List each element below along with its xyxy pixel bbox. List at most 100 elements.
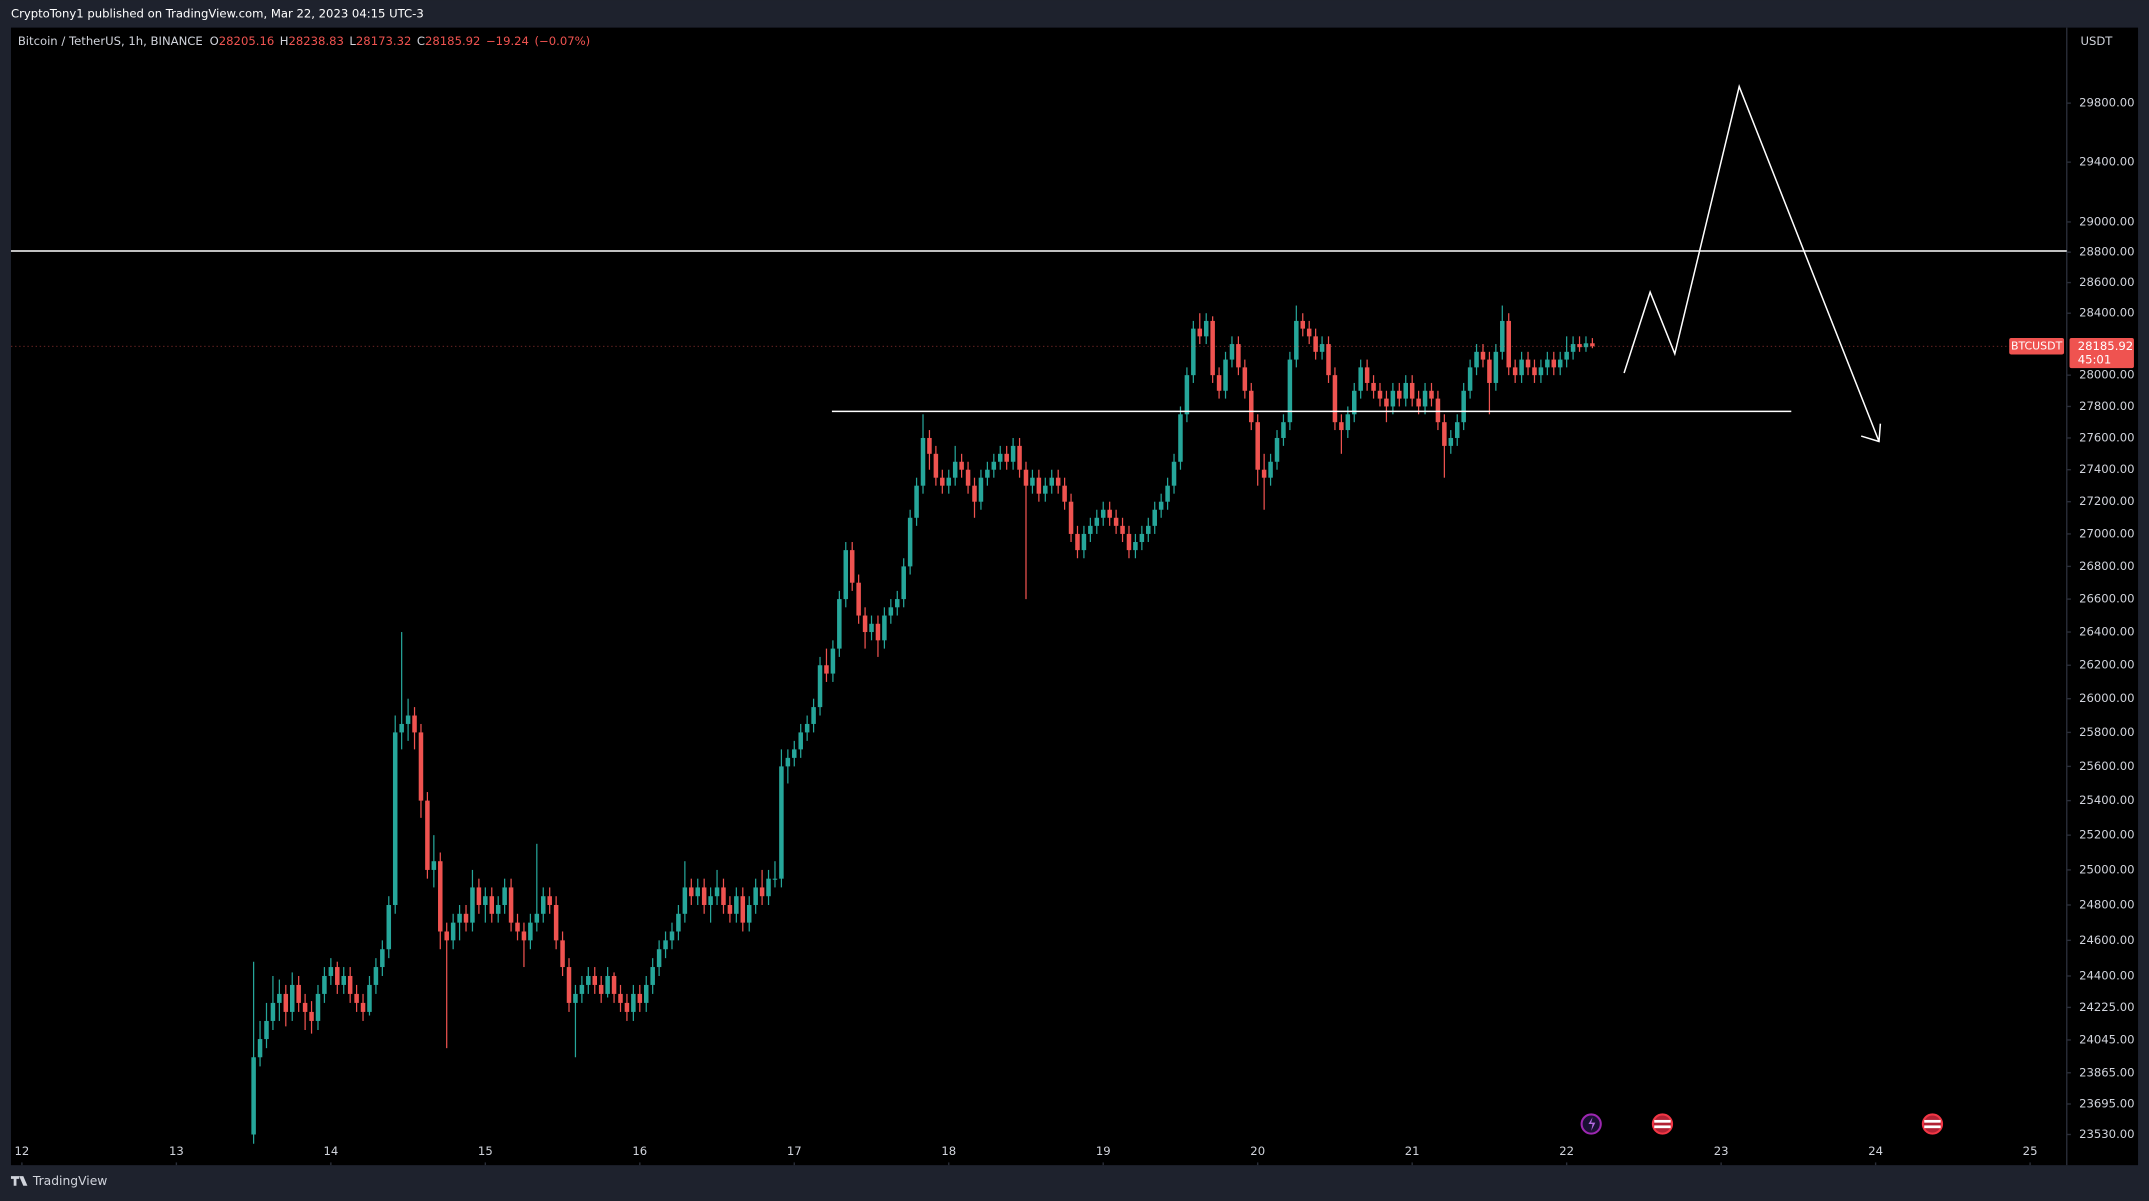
footer-logo: TradingView xyxy=(10,1174,108,1188)
candle-body xyxy=(965,469,971,486)
candle-body xyxy=(328,967,334,976)
candle-body xyxy=(541,896,546,914)
event-icon[interactable] xyxy=(1921,1113,1944,1135)
candle-body xyxy=(1474,351,1479,368)
candle-body xyxy=(425,800,430,870)
candle-body xyxy=(270,1002,276,1021)
ohlc-value: 28173.32 xyxy=(356,34,411,48)
candle-body xyxy=(1454,422,1460,438)
candle-body xyxy=(804,723,810,733)
candle-body xyxy=(1590,343,1595,347)
candle-body xyxy=(1487,359,1492,383)
candle-body xyxy=(1191,328,1196,376)
candle-body xyxy=(656,949,662,968)
candle-body xyxy=(1371,382,1376,391)
candle-body xyxy=(495,904,501,914)
y-tick-label: 25800.00 xyxy=(2079,725,2134,739)
candle-body xyxy=(418,732,424,801)
y-tick-label: 24400.00 xyxy=(2079,968,2134,982)
candle-body xyxy=(1377,390,1383,399)
candle-body xyxy=(1081,533,1087,551)
y-tick-label: 26800.00 xyxy=(2079,559,2134,573)
candle-body xyxy=(315,993,321,1021)
candle-body xyxy=(991,461,997,470)
candle-body xyxy=(1229,344,1235,360)
candle-body xyxy=(1216,375,1222,391)
candle-body xyxy=(1442,422,1447,446)
candle-body xyxy=(837,599,842,649)
candle-body xyxy=(753,887,758,905)
event-icon[interactable] xyxy=(1651,1113,1674,1135)
candle-body xyxy=(695,887,700,897)
y-tick-label: 26600.00 xyxy=(2079,592,2134,606)
flag-stripe xyxy=(1654,1119,1671,1123)
candle-body xyxy=(450,922,456,941)
candle-body xyxy=(1397,390,1402,399)
chart-pane xyxy=(10,27,2139,1166)
candle-body xyxy=(1184,375,1190,415)
candle-body xyxy=(1345,414,1351,431)
projection-path xyxy=(1623,84,1880,442)
candle-body xyxy=(502,887,507,905)
candle-body xyxy=(785,757,791,767)
candle-body xyxy=(772,878,778,880)
candle-body xyxy=(759,887,765,897)
candle-body xyxy=(882,615,887,641)
candle-body xyxy=(1178,414,1183,462)
candle-body xyxy=(1152,509,1157,526)
symbol-box xyxy=(2009,338,2065,355)
candle-body xyxy=(1326,344,1331,376)
candle-body xyxy=(360,1002,366,1012)
y-tick-label: 26400.00 xyxy=(2079,625,2134,639)
y-tick-label: 29400.00 xyxy=(2079,155,2134,169)
candle-body xyxy=(933,453,939,478)
candle-body xyxy=(1287,359,1293,423)
candle-body xyxy=(1577,344,1582,348)
candle-body xyxy=(1461,390,1466,423)
y-tick-label: 25400.00 xyxy=(2079,793,2134,807)
candle-body xyxy=(927,437,932,454)
candle-body xyxy=(1416,398,1421,407)
candle-body xyxy=(708,896,713,905)
candle-body xyxy=(959,461,964,470)
y-tick-label: 28400.00 xyxy=(2079,306,2134,320)
candle-body xyxy=(264,1020,269,1040)
candle-body xyxy=(483,896,488,905)
candle-body xyxy=(1049,477,1054,486)
candle-body xyxy=(1036,477,1042,494)
candle-body xyxy=(811,707,816,724)
candle-body xyxy=(528,922,533,941)
x-tick-label: 17 xyxy=(787,1144,802,1158)
candle-body xyxy=(1480,351,1486,360)
candle-body xyxy=(373,967,379,985)
y-tick-label: 29000.00 xyxy=(2079,214,2134,228)
candle-body xyxy=(1300,320,1306,329)
candle-body xyxy=(689,887,694,897)
brand[interactable]: TradingView xyxy=(32,1174,108,1188)
candle-body xyxy=(1100,509,1106,518)
y-tick-label: 24800.00 xyxy=(2079,897,2134,911)
candle-body xyxy=(399,723,404,733)
symbol-label: BTCUSDT xyxy=(2011,339,2063,352)
candle-body xyxy=(1538,367,1544,376)
candle-body xyxy=(392,732,398,905)
flag-stripe xyxy=(1924,1125,1941,1129)
candle-body xyxy=(341,975,346,985)
candle-body xyxy=(412,715,417,733)
candle-body xyxy=(746,904,752,923)
x-tick-label: 24 xyxy=(1868,1144,1883,1158)
candle-body xyxy=(1390,390,1396,407)
flag-stripe xyxy=(1654,1125,1671,1129)
candle-body xyxy=(682,887,688,914)
y-tick-label: 28000.00 xyxy=(2079,368,2134,382)
candle-body xyxy=(669,931,675,941)
candle-body xyxy=(952,461,958,478)
candle-body xyxy=(727,904,733,914)
candle-body xyxy=(431,861,437,870)
candle-body xyxy=(1068,501,1074,534)
candle-body xyxy=(824,665,829,674)
candle-body xyxy=(251,1057,256,1135)
candle-body xyxy=(521,931,527,941)
